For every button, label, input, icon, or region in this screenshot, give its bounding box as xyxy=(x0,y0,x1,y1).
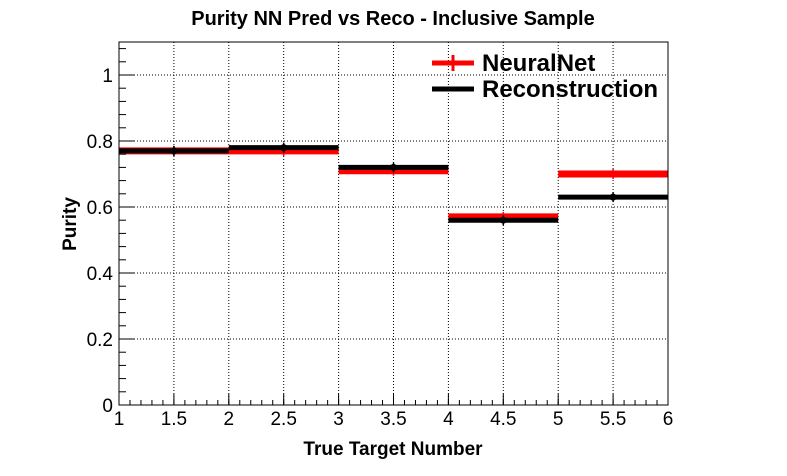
x-tick-label: 1 xyxy=(114,409,125,430)
chart-title: Purity NN Pred vs Reco - Inclusive Sampl… xyxy=(191,8,594,30)
data-point-reconstruction xyxy=(609,193,617,201)
y-tick-label: 0.6 xyxy=(87,198,113,219)
grid xyxy=(119,42,668,405)
data-point-neuralnet xyxy=(609,170,617,178)
y-tick-label: 1 xyxy=(102,66,113,87)
x-tick-label: 3 xyxy=(333,409,344,430)
series-layer xyxy=(119,142,668,226)
legend-label-neuralnet: NeuralNet xyxy=(482,50,595,77)
data-point-reconstruction xyxy=(390,163,397,171)
x-tick-label: 4 xyxy=(443,409,454,430)
y-tick-label: 0.8 xyxy=(87,132,113,153)
y-axis-title: Purity xyxy=(60,197,81,251)
x-tick-label: 6 xyxy=(663,409,674,430)
data-point-reconstruction xyxy=(280,144,288,152)
legend-label-reconstruction: Reconstruction xyxy=(482,76,658,103)
x-tick-label: 4.5 xyxy=(490,409,516,430)
y-tick-label: 0 xyxy=(102,396,113,417)
x-axis-title: True Target Number xyxy=(303,439,483,460)
x-tick-label: 5.5 xyxy=(600,409,626,430)
axes: 1 1.5 2 2.5 3 3.5 4 4.5 5 5.5 6 0 0.2 0.4 0.6 0.8 1 xyxy=(87,48,674,430)
data-point-reconstruction xyxy=(499,216,507,224)
x-tick-label: 2.5 xyxy=(270,409,296,430)
x-tick-label: 1.5 xyxy=(161,409,187,430)
x-tick-label: 3.5 xyxy=(380,409,406,430)
y-tick-label: 0.4 xyxy=(87,264,114,285)
data-point-reconstruction xyxy=(170,147,178,155)
y-tick-label: 0.2 xyxy=(87,330,113,351)
x-tick-label: 2 xyxy=(224,409,235,430)
x-tick-label: 5 xyxy=(553,409,564,430)
